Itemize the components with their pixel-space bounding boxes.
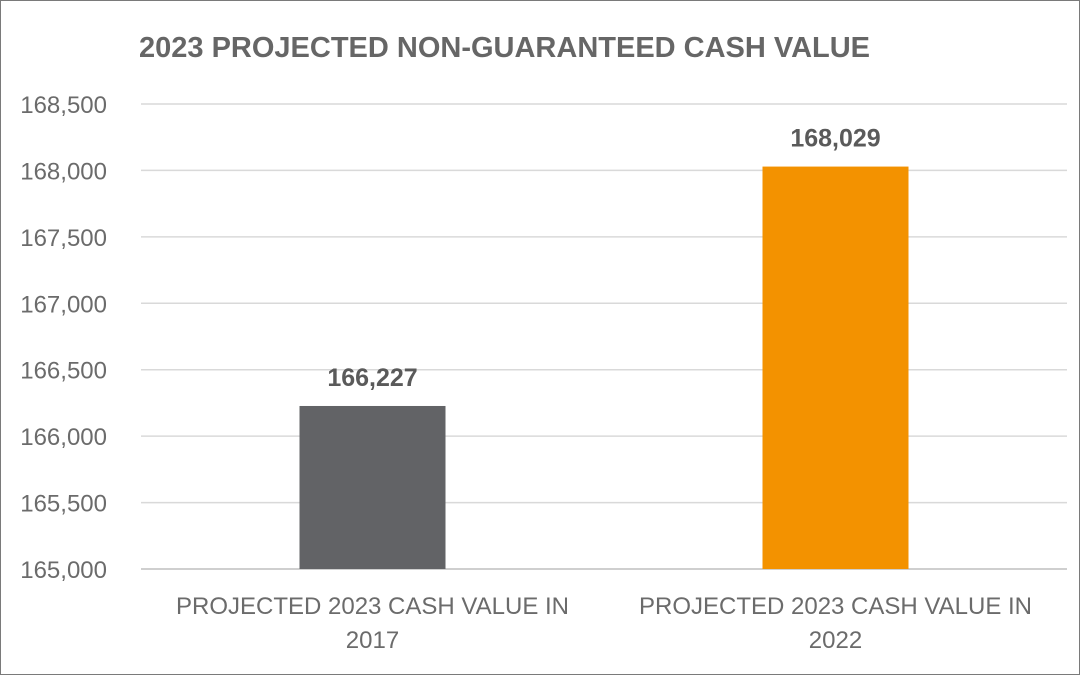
bar [762, 166, 909, 569]
y-tick-label: 167,000 [20, 291, 107, 318]
y-tick-label: 168,000 [20, 158, 107, 185]
data-label: 166,227 [327, 364, 417, 392]
x-tick-label: PROJECTED 2023 CASH VALUE IN [176, 593, 569, 620]
chart-title: 2023 PROJECTED NON-GUARANTEED CASH VALUE [139, 32, 870, 64]
x-tick-label: PROJECTED 2023 CASH VALUE IN [639, 593, 1032, 620]
y-tick-label: 165,000 [20, 557, 107, 584]
data-labels: 166,227 168,029 [327, 125, 880, 392]
y-tick-label: 167,500 [20, 225, 107, 252]
data-label: 168,029 [790, 125, 880, 153]
y-tick-label: 166,500 [20, 358, 107, 385]
y-tick-label: 166,000 [20, 424, 107, 451]
x-axis-tick-labels: PROJECTED 2023 CASH VALUE IN 2017 PROJECTE… [176, 593, 1032, 654]
x-tick-label: 2022 [809, 627, 862, 654]
bars [299, 166, 909, 569]
y-tick-label: 168,500 [20, 92, 107, 119]
bar [299, 405, 446, 569]
y-tick-label: 165,500 [20, 491, 107, 518]
x-tick-label: 2017 [346, 627, 399, 654]
gridlines [141, 103, 1067, 570]
y-axis-tick-labels: 165,000 165,500 166,000 166,500 167,000 167,5… [20, 92, 107, 584]
